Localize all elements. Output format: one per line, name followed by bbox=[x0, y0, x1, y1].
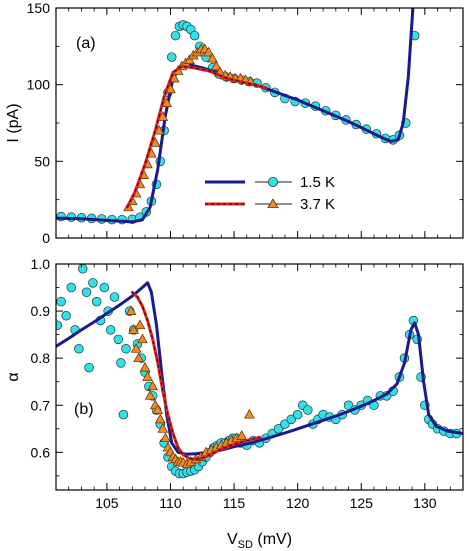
plot-area-b bbox=[56, 264, 463, 479]
y-tick-label-a: 150 bbox=[27, 0, 51, 16]
data-point-b-1-5 bbox=[74, 344, 84, 354]
data-point-b-1-2 bbox=[61, 311, 71, 321]
legend-label-0: 1.5 K bbox=[300, 174, 335, 191]
series-line-a-2 bbox=[125, 64, 268, 209]
data-point-b-3-0 bbox=[125, 305, 137, 315]
data-point-b-1-1 bbox=[56, 296, 66, 307]
data-point-b-3-4 bbox=[134, 319, 146, 330]
data-point-b-1-55 bbox=[273, 424, 284, 434]
data-point-b-3-7 bbox=[142, 371, 153, 381]
data-point-b-1-18 bbox=[118, 409, 129, 420]
data-point-b-3-33 bbox=[236, 430, 247, 440]
x-tick-label: 120 bbox=[286, 495, 310, 511]
y-tick-label-b: 0.6 bbox=[31, 444, 51, 460]
data-point-b-3-5 bbox=[137, 333, 148, 344]
data-point-b-1-56 bbox=[280, 419, 290, 429]
data-point-b-1-9 bbox=[88, 278, 98, 288]
legend-label-1: 3.7 K bbox=[300, 196, 335, 213]
data-point-b-1-7 bbox=[81, 287, 92, 298]
y-tick-label-b: 0.7 bbox=[31, 397, 51, 413]
y-tick-label-b: 1.0 bbox=[31, 256, 51, 272]
data-point-a-3-22 bbox=[207, 52, 218, 63]
data-point-b-1-58 bbox=[292, 409, 303, 420]
data-point-b-1-19 bbox=[121, 344, 131, 354]
data-point-b-1-6 bbox=[77, 264, 88, 274]
data-point-b-1-57 bbox=[286, 414, 297, 425]
data-point-b-3-1 bbox=[128, 324, 139, 334]
series-line-dash-b-2 bbox=[131, 291, 260, 460]
panel-label-a: (a) bbox=[76, 35, 96, 52]
series-line-b-0 bbox=[56, 281, 463, 456]
data-point-b-3-12 bbox=[154, 413, 166, 424]
y-axis-label-a: I (pA) bbox=[5, 103, 22, 142]
y-tick-label-b: 0.8 bbox=[31, 350, 51, 366]
data-point-b-3-9 bbox=[147, 380, 158, 391]
legend-marker-0 bbox=[267, 176, 278, 187]
data-point-b-1-14 bbox=[105, 325, 116, 335]
data-point-b-1-3 bbox=[66, 282, 77, 293]
data-point-a-3-21 bbox=[203, 46, 214, 57]
y-tick-label-b: 0.9 bbox=[31, 303, 51, 319]
data-point-b-3-11 bbox=[152, 404, 164, 414]
data-point-a-1-15 bbox=[166, 52, 177, 62]
data-point-a-3-23 bbox=[210, 60, 222, 71]
y-tick-label-a: 100 bbox=[27, 77, 51, 93]
panel-b: 105 110 115 120 125 130 0.6 0.7 0.8 0.9 1.0 α (b) VSD… bbox=[5, 256, 464, 551]
data-point-b-3-6 bbox=[139, 361, 151, 372]
data-point-b-3-13 bbox=[157, 423, 169, 433]
data-point-b-1-16 bbox=[113, 334, 124, 345]
series-line-dash-a-2 bbox=[126, 65, 267, 208]
data-point-b-3-14 bbox=[160, 432, 171, 443]
data-point-b-1-12 bbox=[99, 282, 110, 293]
legend-item-0: 1.5 K bbox=[205, 174, 335, 191]
y-tick-label-a: 0 bbox=[42, 230, 50, 246]
data-point-b-3-34 bbox=[244, 408, 255, 419]
data-point-b-1-15 bbox=[109, 292, 120, 302]
legend-item-1: 3.7 K bbox=[205, 196, 335, 213]
data-point-b-1-17 bbox=[116, 358, 126, 368]
x-axis-label: VSD (mV) bbox=[227, 531, 292, 551]
x-tick-label: 115 bbox=[223, 495, 246, 511]
legend: 1.5 K 3.7 K bbox=[205, 174, 335, 213]
data-point-b-1-0 bbox=[56, 320, 63, 330]
series-line-a-0 bbox=[56, 8, 415, 224]
x-tick-label: 125 bbox=[350, 495, 374, 511]
data-point-b-3-2 bbox=[130, 343, 142, 353]
data-point-b-1-60 bbox=[303, 405, 313, 415]
data-point-b-3-3 bbox=[133, 352, 144, 363]
data-point-a-1-16 bbox=[170, 30, 181, 41]
x-tick-label: 110 bbox=[159, 495, 182, 511]
x-tick-label: 105 bbox=[95, 495, 119, 511]
data-point-b-1-10 bbox=[91, 296, 102, 307]
panel-a: 0 50 100 150 I (pA) (a) bbox=[5, 0, 464, 246]
plot-area-a bbox=[56, 8, 420, 225]
data-point-a-1-21 bbox=[189, 30, 200, 41]
data-point-a-3-10 bbox=[161, 97, 172, 107]
data-point-b-1-8 bbox=[84, 362, 94, 373]
y-tick-label-a: 50 bbox=[34, 153, 50, 169]
panel-label-b: (b) bbox=[74, 401, 94, 418]
data-point-b-3-8 bbox=[144, 390, 156, 400]
y-axis-label-b: α bbox=[5, 372, 22, 381]
data-point-b-1-67 bbox=[343, 400, 354, 411]
x-tick-label: 130 bbox=[413, 495, 437, 511]
legend-marker-1 bbox=[267, 198, 279, 208]
